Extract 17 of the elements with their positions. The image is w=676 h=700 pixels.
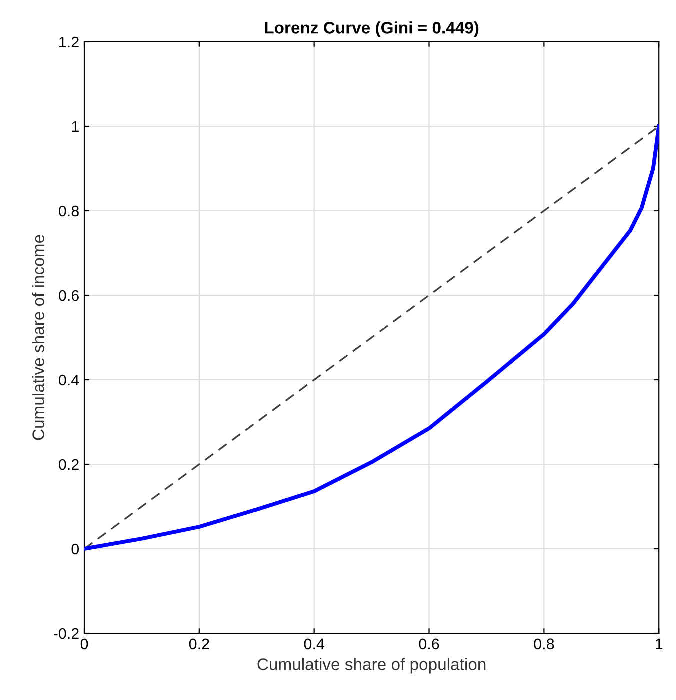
chart-title: Lorenz Curve (Gini = 0.449): [265, 22, 479, 38]
y-tick-label: 0.8: [59, 206, 79, 217]
x-axis-title: Cumulative share of population: [258, 658, 486, 674]
y-tick-label: 0.2: [59, 459, 79, 470]
x-tick-label: 0.8: [534, 638, 554, 650]
y-tick-label: 1.2: [60, 36, 79, 48]
y-tick-label: 1: [72, 122, 79, 132]
y-tick-label: 0.6: [59, 290, 79, 302]
y-tick-label: 0: [72, 544, 80, 555]
x-tick-label: 1: [656, 638, 663, 650]
x-tick-label: 0.2: [189, 638, 210, 650]
y-tick-label: -0.2: [54, 628, 79, 640]
x-tick-label: 0: [80, 638, 88, 650]
x-tick-label: 0.6: [419, 638, 440, 650]
y-axis-title: Cumulative share of income: [32, 235, 44, 440]
y-tick-label: 0.4: [59, 374, 80, 386]
x-tick-label: 0.4: [304, 638, 325, 650]
